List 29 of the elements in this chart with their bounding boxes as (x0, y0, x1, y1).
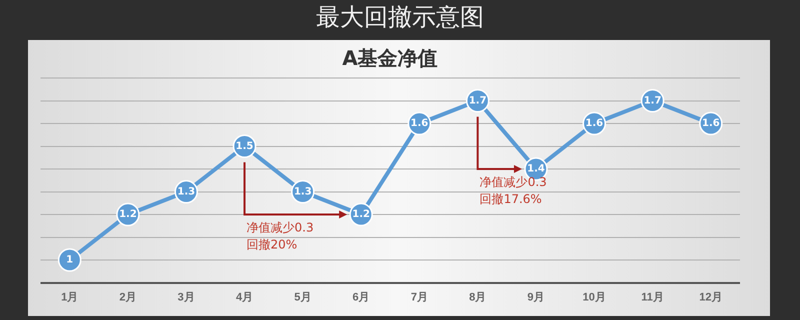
point (58, 248, 82, 272)
x-tick-label: 10月 (582, 291, 606, 304)
x-tick-label: 12月 (699, 291, 722, 304)
data-label: 1.6 (585, 118, 604, 130)
x-tick-label: 4月 (236, 291, 254, 304)
x-tick-label: 5月 (294, 291, 312, 304)
data-label: 1.3 (177, 186, 196, 198)
x-tick-label: 6月 (352, 291, 370, 304)
annotation: 净值减少0.3 回撤17.6% (480, 175, 547, 206)
data-label: 1.2 (352, 209, 370, 220)
annotation: 净值减少0.3 回撤20% (246, 220, 314, 252)
data-label: 1.5 (236, 140, 254, 152)
data-label: 1.2 (119, 209, 137, 220)
data-label: 1.6 (410, 118, 428, 130)
x-tick-label: 8月 (469, 291, 486, 304)
x-tick-label: 3月 (178, 291, 195, 304)
x-tick-label: 11月 (641, 291, 664, 304)
data-label: 1.6 (702, 118, 720, 130)
x-tick-label: 1月 (61, 291, 78, 304)
chart-subtitle: A基金净值 (342, 46, 438, 70)
x-tick-label: 7月 (410, 291, 428, 304)
data-label: 1.4 (527, 164, 545, 175)
data-label: 1 (66, 254, 74, 266)
x-tick-label: 9月 (527, 291, 545, 304)
data-label: 1.7 (468, 95, 487, 106)
data-label: 1.3 (294, 186, 312, 198)
chart-title: 最大回撤示意图 (315, 2, 485, 33)
x-tick-label: 2月 (119, 291, 136, 304)
data-label: 1.7 (644, 95, 662, 106)
